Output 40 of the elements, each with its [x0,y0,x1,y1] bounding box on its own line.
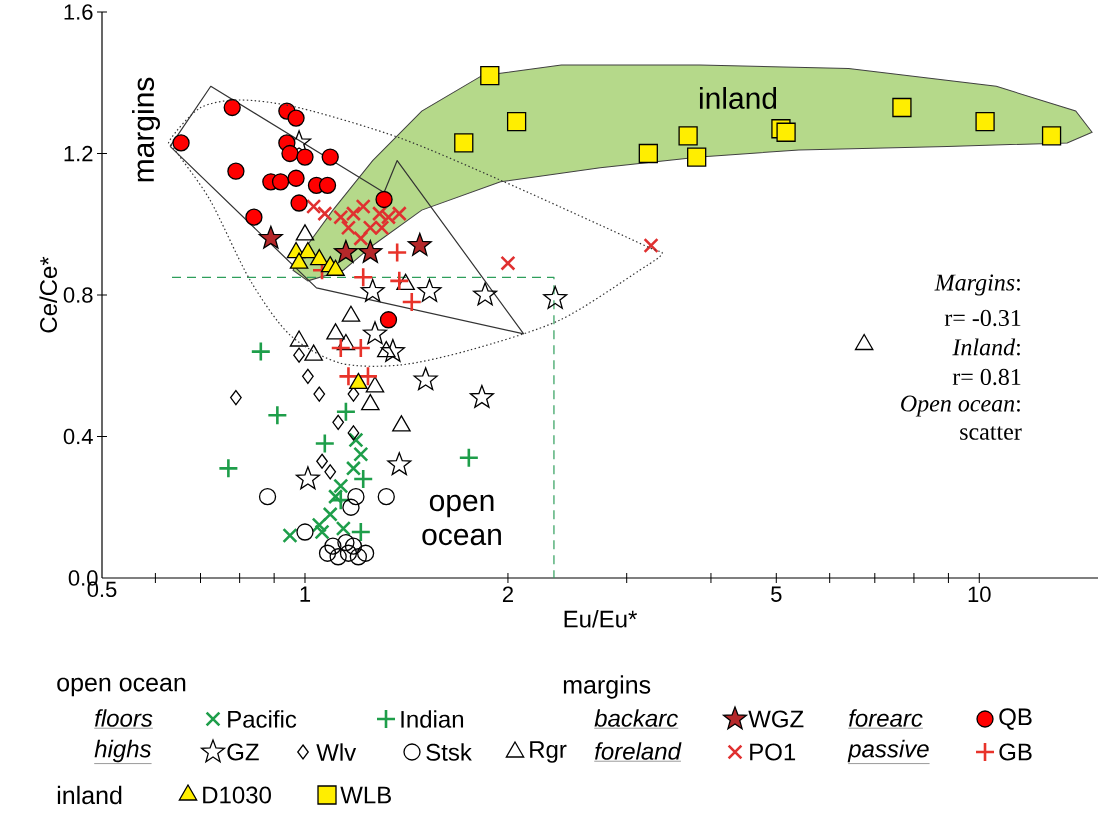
legend-label: Wlv [316,743,357,761]
legend-label: WLB [340,786,391,804]
text: open ocean [57,677,186,697]
annotation: Margins: [934,274,1020,296]
annotation: scatter [960,426,1022,440]
x-tick-label: 10 [968,586,991,603]
annotation: open ocean [422,494,501,546]
annotation: inland [699,86,777,110]
legend-label: Stsk [426,743,472,761]
text: backarc [594,709,678,727]
legend-label: WGZ [748,710,804,728]
text: passive [847,739,929,763]
y-tick-label: 1.6 [64,4,93,20]
legend-label: Indian [401,710,464,728]
x-tick-label: 1 [300,586,311,602]
legend-label: D1030 [203,786,271,804]
x-tick-label: 5 [771,586,782,602]
annotation: margins [132,77,160,182]
annotation: Open ocean: [901,395,1020,417]
y-axis-title: Ce/Ce* [39,256,58,333]
text: inland [57,785,122,805]
annotation: Inland: [952,338,1020,356]
legend-label: Pacific [228,710,297,728]
legend-label: PO1 [750,743,796,761]
legend-label: Rgr [530,741,567,763]
text: highs [94,739,152,763]
x-axis-title: Eu/Eu* [564,609,637,628]
annotation: r= -0.31 [944,309,1021,327]
text: floors [95,709,153,727]
y-tick-label: 0.4 [63,428,93,445]
x-tick-label: 2 [502,586,513,602]
annotation: r= 0.81 [952,368,1021,386]
legend-label: GB [999,743,1032,761]
text: margins [563,675,651,699]
legend-label: GZ [227,743,259,761]
y-tick-label: 0.8 [63,287,93,303]
text: foreland [595,742,682,760]
legend-label: QB [999,708,1032,730]
text: forearc [849,709,923,727]
y-tick-label: 1.2 [64,145,93,162]
